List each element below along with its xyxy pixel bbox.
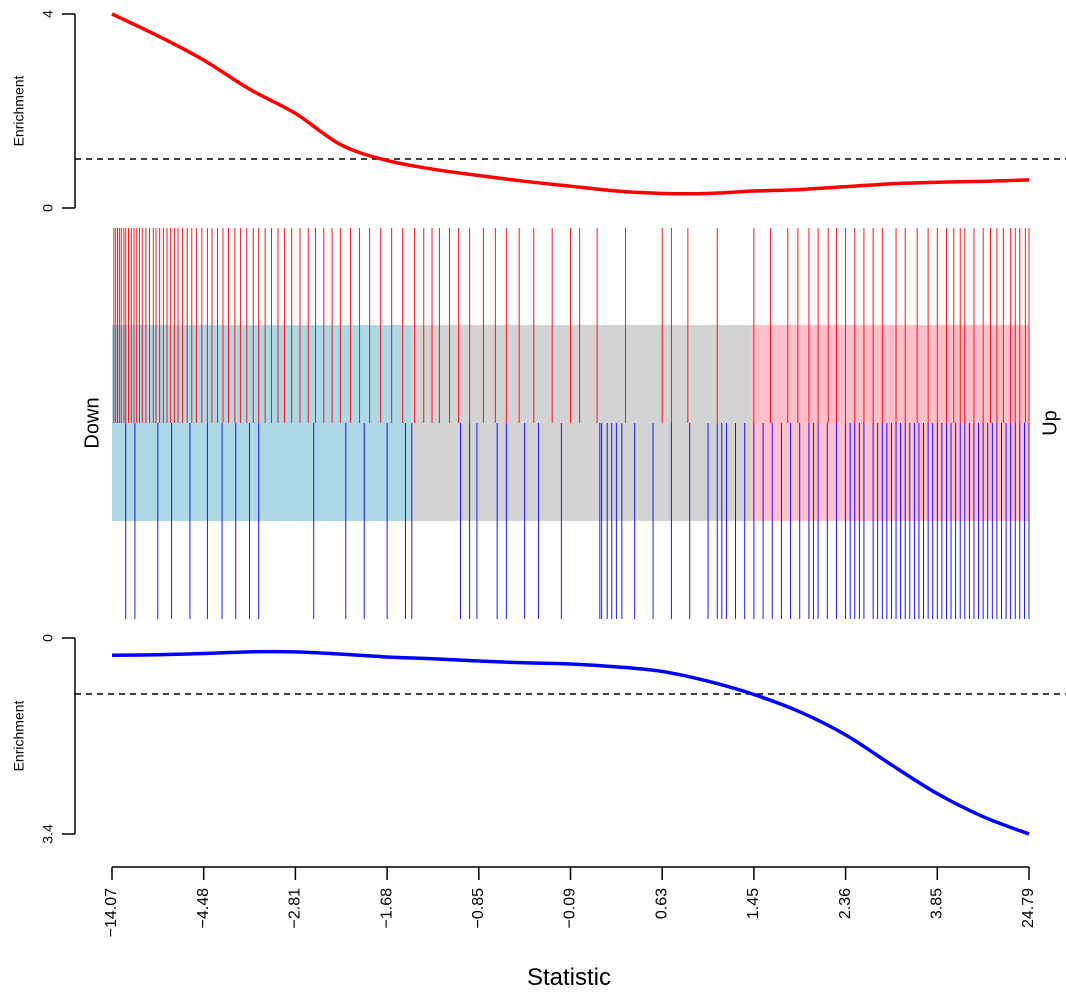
bottom-y-tick-label-0: 0	[40, 634, 56, 642]
x-tick-label: 0.63	[653, 888, 670, 919]
top-enrichment-panel: 0 4 Enrichment	[11, 10, 1066, 212]
x-tick-label: −2.81	[287, 888, 304, 929]
bottom-y-axis-label: Enrichment	[11, 700, 27, 771]
x-tick-label: 24.79	[1020, 888, 1037, 928]
bottom-enrichment-curve	[111, 649, 1030, 836]
down-gene-marks	[125, 423, 1030, 619]
top-y-axis-label: Enrichment	[11, 75, 27, 146]
x-axis: −14.07 −4.48 −2.81 −1.68 −0.85 −0.09 0.63 1.45 2…	[103, 866, 1037, 991]
x-tick-label: 2.36	[837, 888, 854, 919]
x-tick-label: −14.07	[103, 888, 120, 937]
bottom-y-tick-label-3-4: 3.4	[40, 824, 56, 844]
bottom-enrichment-panel: 0 3.4 Enrichment	[11, 634, 1066, 844]
x-tick-label: −4.48	[195, 888, 212, 929]
x-tick-label: −1.68	[378, 888, 395, 929]
up-label: Up	[1039, 410, 1061, 436]
x-tick-label: −0.09	[562, 888, 579, 929]
x-tick-label: −0.85	[470, 888, 487, 929]
x-tick-label: 3.85	[929, 888, 946, 919]
x-tick-label: 1.45	[745, 888, 762, 919]
region-up	[751, 325, 1029, 521]
x-axis-ticks: −14.07 −4.48 −2.81 −1.68 −0.85 −0.09 0.63 1.45 2…	[103, 867, 1037, 937]
top-enrichment-curve	[111, 12, 1030, 196]
x-axis-label: Statistic	[527, 964, 611, 991]
barcode-panel: Down Up	[81, 228, 1061, 619]
region-middle	[411, 325, 752, 521]
top-y-tick-label-0: 0	[40, 204, 56, 212]
statistic-regions	[112, 325, 1029, 521]
up-gene-marks	[113, 228, 1030, 423]
down-label: Down	[81, 397, 103, 448]
top-y-tick-label-4: 4	[40, 10, 56, 18]
region-down	[112, 325, 412, 521]
